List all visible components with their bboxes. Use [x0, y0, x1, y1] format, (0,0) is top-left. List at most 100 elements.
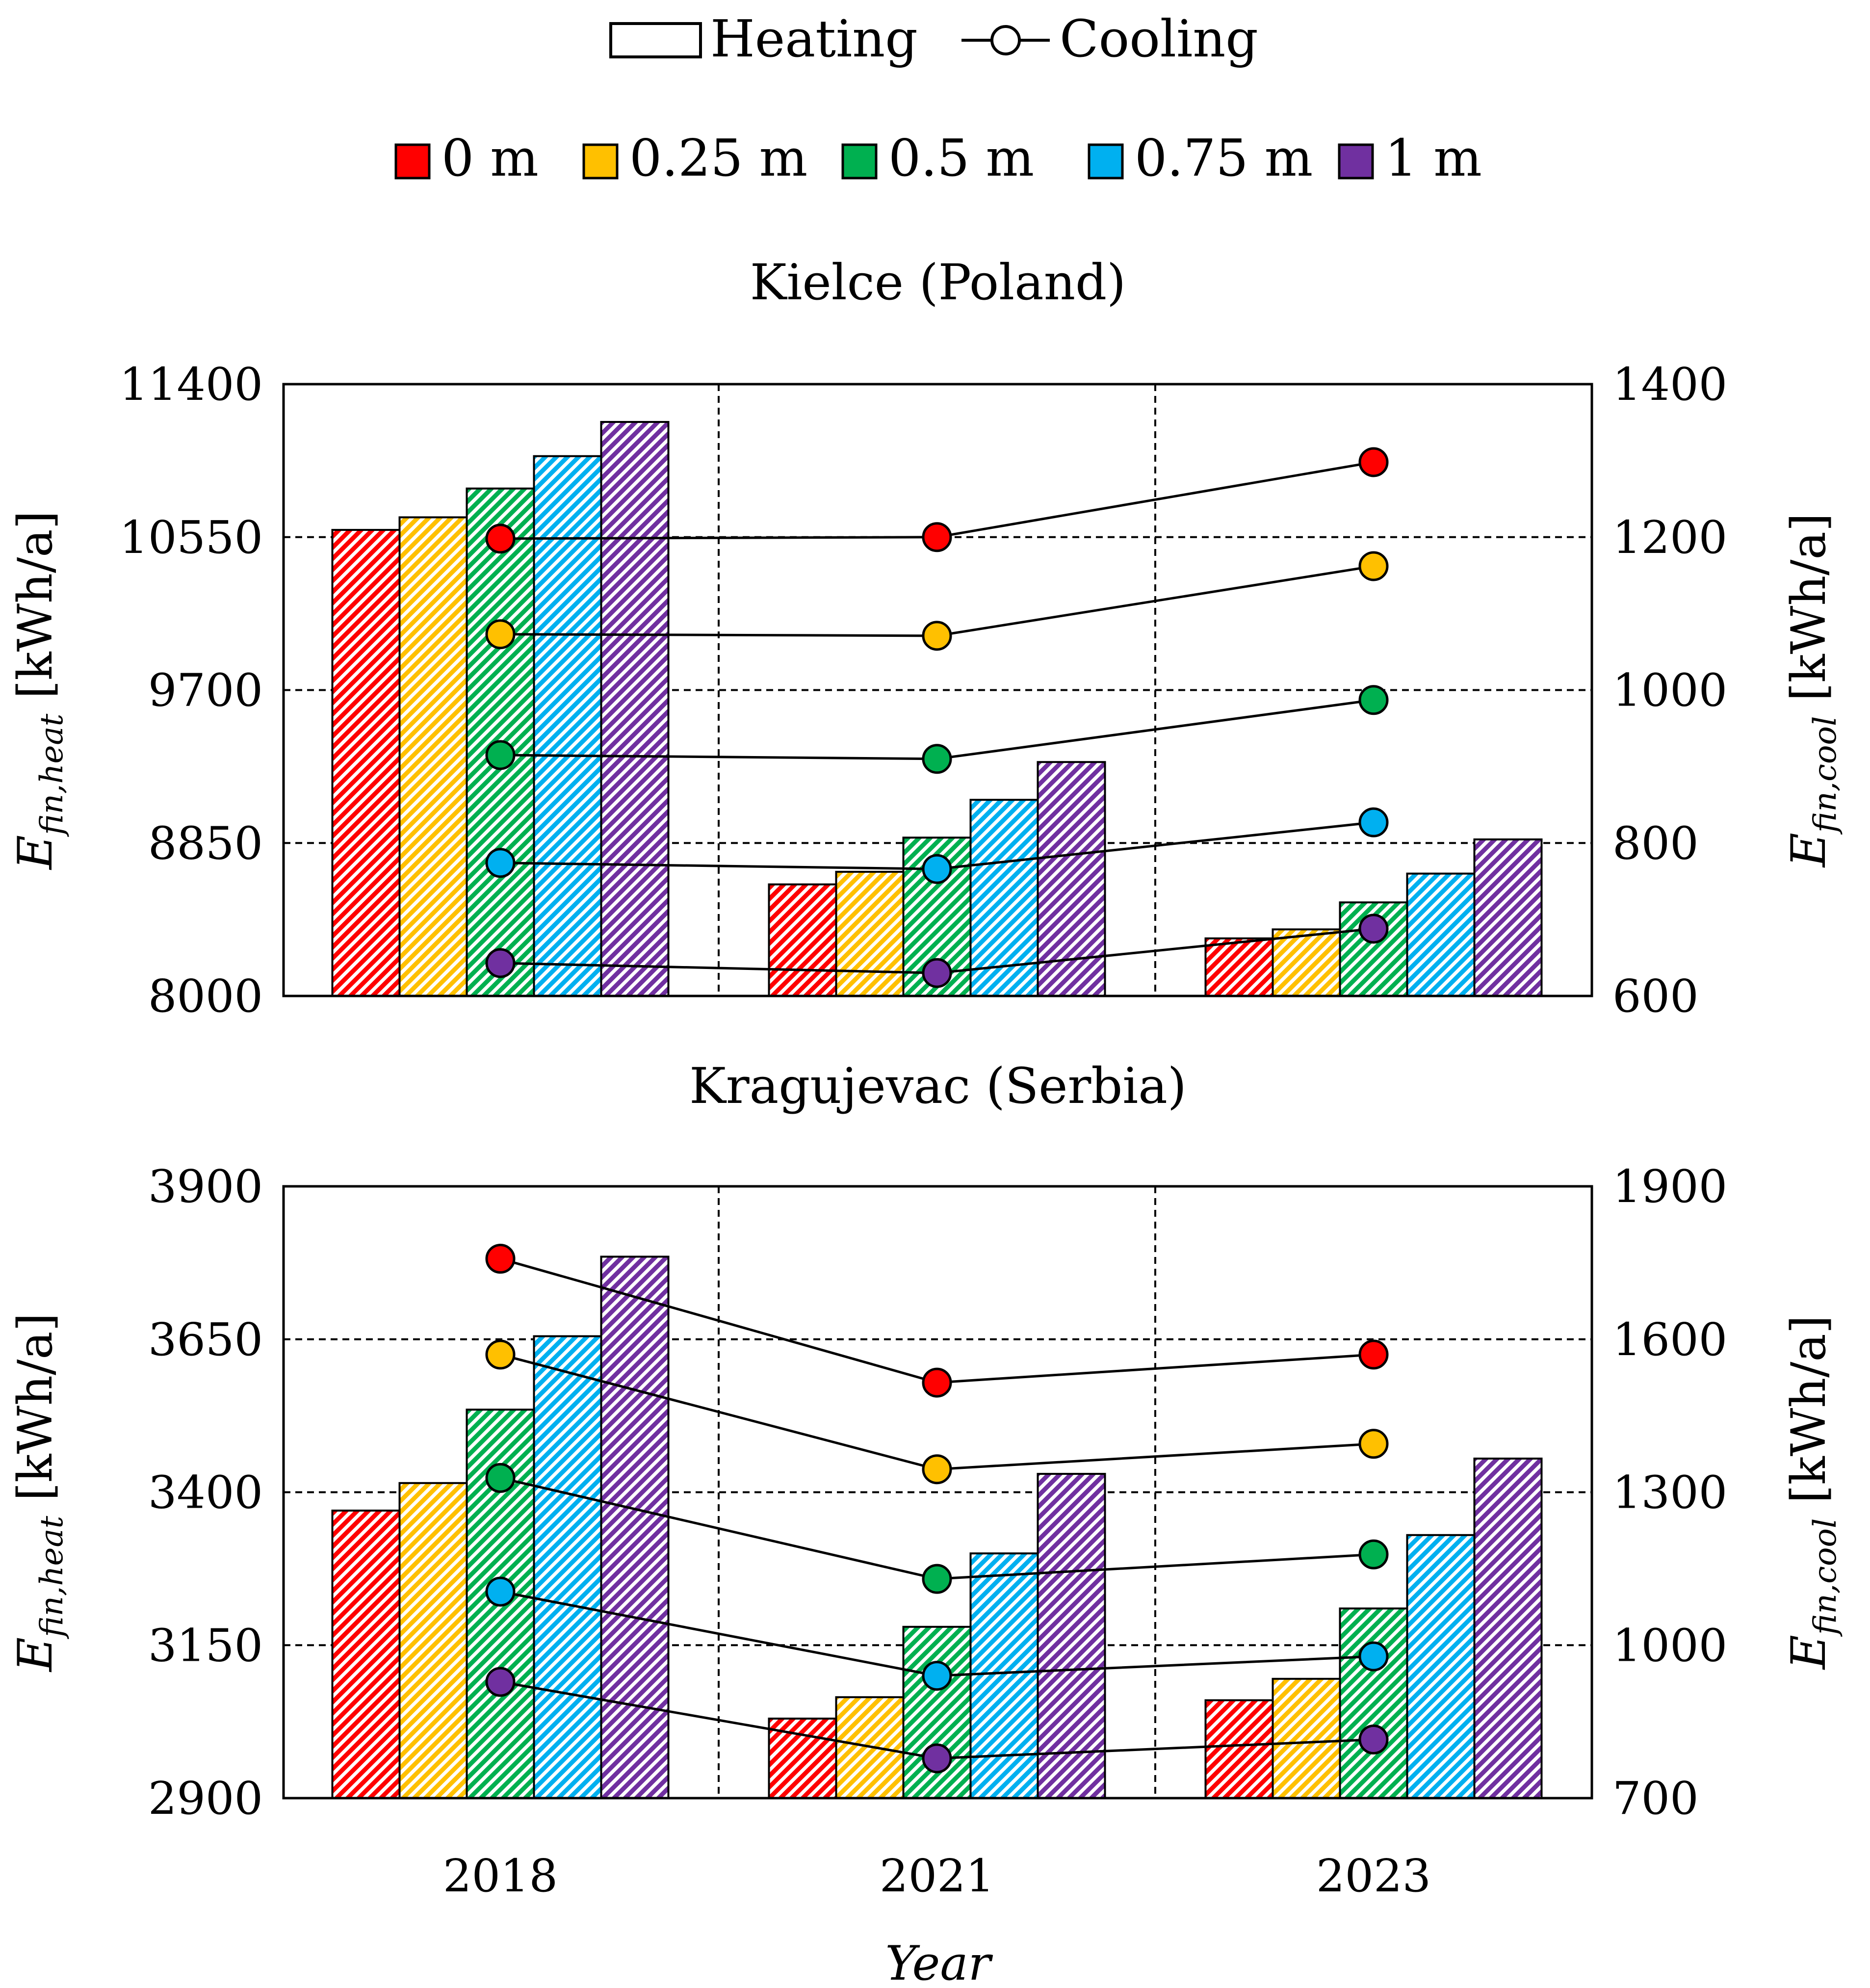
y-tick-right: 1900: [1612, 1160, 1727, 1213]
y-tick-right: 1600: [1612, 1313, 1727, 1366]
heating-bar-1m-2023: [1473, 1457, 1543, 1800]
x-tick-label: 2023: [1316, 1850, 1431, 1902]
y-tick-right: 1400: [1612, 358, 1727, 411]
legend-cooling-marker: [990, 25, 1021, 55]
heating-bar-0m-2023: [1204, 937, 1274, 997]
y-axis-label-right: Efin,cool [kWh/a]: [1781, 1315, 1844, 1670]
legend-cooling-label: Cooling: [1060, 9, 1258, 69]
heating-bar-0m-2021: [768, 883, 837, 997]
y-tick-right: 800: [1612, 817, 1699, 869]
cooling-point-0.75m-2023: [1358, 1641, 1389, 1672]
y-tick-right: 1200: [1612, 511, 1727, 564]
y-tick-right: 1000: [1612, 664, 1727, 717]
chart-title: Kielce (Poland): [750, 254, 1126, 311]
legend-swatch-0.25m: [582, 143, 619, 180]
cooling-point-1m-2023: [1358, 914, 1389, 944]
cooling-point-0.25m-2023: [1358, 551, 1389, 581]
legend-label-0.75m: 0.75 m: [1135, 128, 1313, 188]
legend-label-1m: 1 m: [1385, 128, 1482, 188]
y-tick-right: 1000: [1612, 1619, 1727, 1672]
legend-label-0m: 0 m: [442, 128, 539, 188]
cooling-point-1m-2023: [1358, 1724, 1389, 1754]
y-axis-label-left: Efin,heat [kWh/a]: [8, 1313, 70, 1673]
heating-bar-0.25m-2018: [398, 1482, 468, 1799]
cooling-point-1m-2018: [485, 1667, 516, 1697]
legend-heating-label: Heating: [710, 9, 918, 69]
y-tick-left: 8000: [148, 970, 263, 1022]
heating-bar-0.5m-2023: [1339, 1607, 1408, 1799]
cooling-point-0m-2021: [922, 1367, 952, 1398]
x-axis-label: Year: [885, 1936, 993, 1988]
legend-swatch-0.5m: [841, 143, 878, 180]
cooling-point-0m-2023: [1358, 447, 1389, 477]
heating-bar-0.75m-2023: [1406, 1534, 1476, 1800]
heating-bar-0.75m-2023: [1406, 872, 1476, 997]
heating-bar-0.75m-2021: [969, 1552, 1039, 1799]
cooling-point-0.5m-2018: [485, 1463, 516, 1493]
x-tick-label: 2018: [443, 1850, 558, 1902]
chart-title: Kragujevac (Serbia): [689, 1057, 1187, 1115]
cooling-point-0.5m-2023: [1358, 685, 1389, 715]
y-tick-left: 8850: [148, 817, 263, 869]
y-tick-left: 9700: [148, 664, 263, 717]
cooling-point-1m-2021: [922, 1743, 952, 1774]
y-tick-right: 600: [1612, 970, 1699, 1022]
heating-bar-0.75m-2018: [533, 1335, 602, 1799]
plot-frame: [282, 383, 1593, 997]
cooling-point-0m-2018: [485, 523, 516, 554]
heating-bar-0m-2018: [331, 529, 401, 997]
cooling-point-1m-2021: [922, 958, 952, 988]
cooling-point-0.5m-2021: [922, 744, 952, 774]
legend-type: Heating Cooling: [609, 9, 1258, 69]
y-tick-left: 10550: [119, 511, 263, 564]
legend-series: 0 m 0.25 m 0.5 m 0.75 m 1 m: [394, 128, 1482, 188]
y-axis-label-left: Efin,heat [kWh/a]: [8, 511, 70, 870]
cooling-point-0.25m-2021: [922, 621, 952, 651]
heating-bar-0m-2018: [331, 1509, 401, 1799]
cooling-point-0m-2021: [922, 522, 952, 552]
heating-bar-1m-2023: [1473, 838, 1543, 997]
y-tick-right: 1300: [1612, 1466, 1727, 1519]
y-tick-left: 3150: [148, 1619, 263, 1672]
legend-label-0.5m: 0.5 m: [888, 128, 1034, 188]
cooling-point-0.25m-2018: [485, 1339, 516, 1370]
cooling-point-0.25m-2021: [922, 1454, 952, 1485]
cooling-point-0.75m-2021: [922, 1661, 952, 1691]
heating-bar-1m-2021: [1037, 1473, 1106, 1800]
heating-bar-0.25m-2023: [1272, 1677, 1341, 1799]
y-tick-left: 2900: [148, 1772, 263, 1825]
cooling-point-0.5m-2021: [922, 1564, 952, 1594]
y-tick-left: 3900: [148, 1160, 263, 1213]
legend-swatch-1m: [1338, 143, 1374, 180]
cooling-point-0.5m-2023: [1358, 1539, 1389, 1569]
y-axis-label-right: Efin,cool [kWh/a]: [1781, 513, 1844, 868]
heating-bar-1m-2018: [600, 1256, 670, 1799]
plot-frame: [282, 1185, 1593, 1800]
cooling-point-0.75m-2018: [485, 1576, 516, 1607]
legend-swatch-0.75m: [1088, 143, 1124, 180]
heating-bar-0.25m-2023: [1272, 928, 1341, 997]
cooling-point-0.75m-2018: [485, 848, 516, 878]
cooling-point-0.5m-2018: [485, 740, 516, 770]
heating-bar-0m-2023: [1204, 1699, 1274, 1799]
y-tick-left: 3650: [148, 1313, 263, 1366]
legend-swatch-0m: [394, 143, 431, 180]
y-tick-left: 3400: [148, 1466, 263, 1519]
heating-bar-0.25m-2021: [835, 870, 905, 997]
chart-panel-0: Kielce (Poland) 8000 8850 9700 10550 11400 600…: [8, 254, 1844, 1022]
heating-bar-1m-2018: [600, 421, 670, 997]
cooling-point-0.25m-2018: [485, 619, 516, 650]
cooling-point-0.75m-2021: [922, 854, 952, 884]
cooling-point-0.25m-2023: [1358, 1429, 1389, 1459]
cooling-point-0.75m-2023: [1358, 807, 1389, 837]
legend-heating-swatch: [609, 22, 702, 58]
x-tick-label: 2021: [880, 1850, 994, 1902]
y-tick-left: 11400: [119, 358, 263, 411]
legend-label-0.25m: 0.25 m: [629, 128, 807, 188]
heating-bar-0.25m-2018: [398, 516, 468, 997]
cooling-point-0m-2023: [1358, 1339, 1389, 1370]
y-tick-right: 700: [1612, 1772, 1699, 1825]
cooling-point-1m-2018: [485, 948, 516, 978]
chart-panel-1: Kragujevac (Serbia) 2900 3150 3400 3650 3900 7…: [8, 1057, 1844, 1825]
